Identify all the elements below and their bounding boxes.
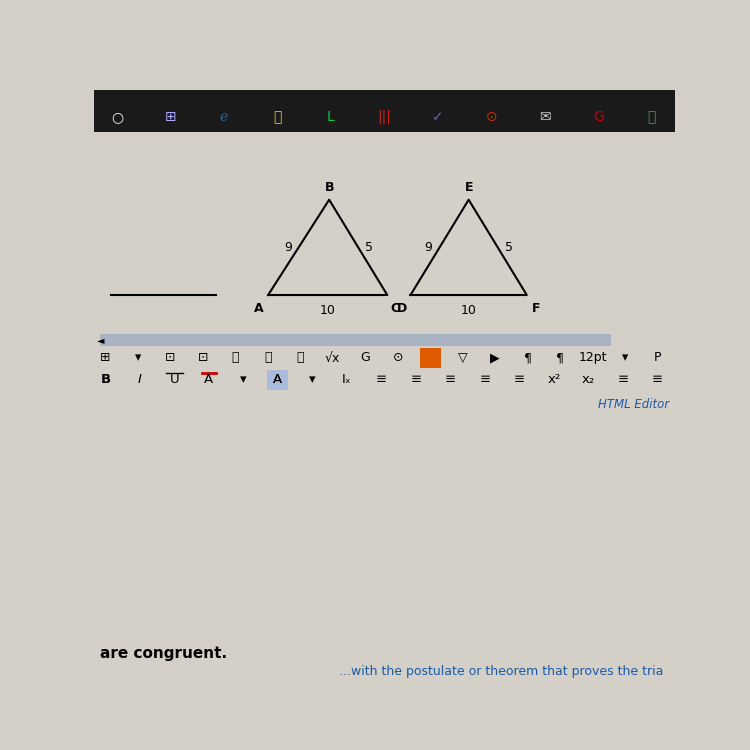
Text: ≡: ≡ <box>376 374 387 386</box>
Text: ✉: ✉ <box>539 110 550 125</box>
Text: ≡: ≡ <box>410 374 422 386</box>
Text: ▽: ▽ <box>458 352 467 364</box>
Text: ...with the postulate or theorem that proves the tria: ...with the postulate or theorem that pr… <box>339 664 663 677</box>
Text: A: A <box>273 374 283 386</box>
Text: F: F <box>532 302 540 315</box>
Text: ℯ: ℯ <box>220 110 228 125</box>
Text: A: A <box>254 302 263 315</box>
Bar <box>94 90 675 131</box>
Text: ≡: ≡ <box>479 374 490 386</box>
Text: I: I <box>138 374 142 386</box>
Text: ▾: ▾ <box>135 352 141 364</box>
Text: ○: ○ <box>111 110 123 125</box>
Text: G: G <box>360 352 370 364</box>
Text: L: L <box>327 110 334 125</box>
Text: 12pt: 12pt <box>578 352 607 364</box>
Text: 9: 9 <box>424 241 433 254</box>
Text: ⊙: ⊙ <box>392 352 403 364</box>
Text: ▾: ▾ <box>309 374 316 386</box>
Text: ✓: ✓ <box>432 110 444 125</box>
Text: ≡: ≡ <box>514 374 525 386</box>
Text: G: G <box>593 110 604 125</box>
Text: |||: ||| <box>377 110 392 125</box>
Text: C: C <box>390 302 399 315</box>
Text: ≡: ≡ <box>617 374 628 386</box>
Text: ⊞: ⊞ <box>100 352 111 364</box>
Text: U: U <box>170 374 179 386</box>
Text: ◄: ◄ <box>97 335 104 345</box>
Text: ▾: ▾ <box>240 374 247 386</box>
Text: Iₓ: Iₓ <box>342 374 352 386</box>
Text: B: B <box>325 181 334 194</box>
Text: 🍃: 🍃 <box>647 110 656 125</box>
Text: √x: √x <box>325 352 340 364</box>
Text: 🖼: 🖼 <box>296 352 304 364</box>
Text: 10: 10 <box>460 304 476 316</box>
Text: ⊞: ⊞ <box>165 110 176 125</box>
Text: A: A <box>204 374 214 386</box>
Text: 9: 9 <box>284 241 292 254</box>
Text: E: E <box>464 181 473 194</box>
Text: 10: 10 <box>320 304 336 316</box>
Text: ▶: ▶ <box>490 352 500 364</box>
Text: ≡: ≡ <box>445 374 456 386</box>
Text: HTML Editor: HTML Editor <box>598 398 669 411</box>
Text: ¶: ¶ <box>556 352 564 364</box>
Bar <box>420 347 441 368</box>
Bar <box>100 334 611 346</box>
Text: ▾: ▾ <box>622 352 628 364</box>
Text: 5: 5 <box>505 241 513 254</box>
Text: ⊙: ⊙ <box>485 110 497 125</box>
Text: D: D <box>398 302 408 315</box>
Text: ⊡: ⊡ <box>197 352 208 364</box>
Text: ¶: ¶ <box>524 352 532 364</box>
Text: 🔗: 🔗 <box>232 352 239 364</box>
Bar <box>268 370 289 390</box>
Text: are congruent.: are congruent. <box>100 646 226 661</box>
Text: ⊡: ⊡ <box>165 352 176 364</box>
Text: A: A <box>273 374 283 386</box>
Text: B: B <box>100 374 110 386</box>
Text: 5: 5 <box>365 241 374 254</box>
Text: x²: x² <box>548 374 561 386</box>
Text: 🔗: 🔗 <box>264 352 272 364</box>
Text: P: P <box>654 352 662 364</box>
Text: x₂: x₂ <box>582 374 596 386</box>
Text: 🔒: 🔒 <box>273 110 281 125</box>
Text: ≡: ≡ <box>652 374 663 386</box>
